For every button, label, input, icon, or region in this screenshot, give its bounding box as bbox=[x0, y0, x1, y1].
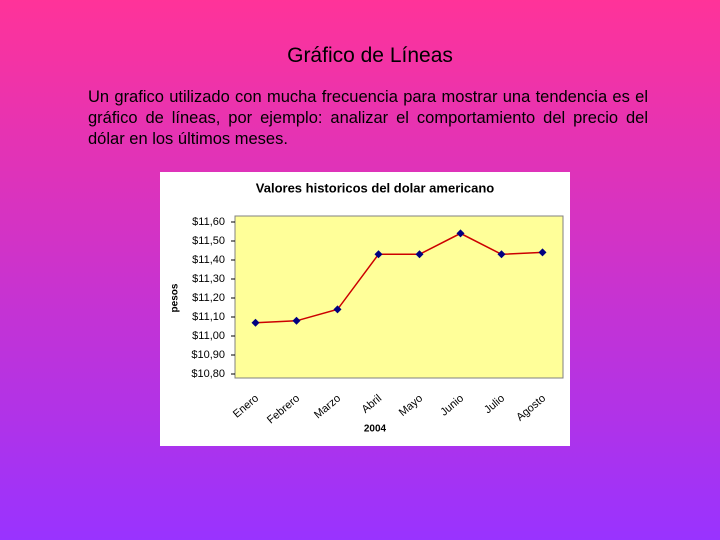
x-axis-title: 2004 bbox=[364, 424, 387, 435]
plot-area bbox=[234, 215, 564, 379]
y-tick-label: $11,40 bbox=[192, 254, 225, 266]
marker bbox=[292, 316, 301, 325]
marker bbox=[497, 250, 506, 259]
y-tick-label: $11,30 bbox=[192, 273, 225, 285]
y-tick-label: $10,90 bbox=[191, 349, 225, 361]
y-tick-label: $11,20 bbox=[192, 292, 225, 304]
y-tick-label: $10,80 bbox=[191, 368, 225, 380]
slide-title: Gráfico de Líneas bbox=[287, 44, 453, 67]
y-tick-label: $11,00 bbox=[192, 330, 225, 342]
marker bbox=[415, 250, 424, 259]
line bbox=[255, 232, 543, 324]
marker bbox=[251, 318, 260, 327]
chart-title: Valores historicos del dolar americano bbox=[256, 180, 494, 195]
marker bbox=[456, 229, 465, 238]
chart: Valores historicos del dolar americano 2… bbox=[160, 172, 570, 446]
y-tick-label: $11,50 bbox=[192, 235, 225, 247]
marker bbox=[538, 248, 547, 257]
marker bbox=[374, 250, 383, 259]
y-tick-label: $11,60 bbox=[192, 216, 225, 228]
paragraph: Un grafico utilizado con mucha frecuenci… bbox=[88, 88, 648, 148]
y-axis-title: pesos bbox=[170, 283, 181, 312]
marker bbox=[333, 305, 342, 314]
y-tick-label: $11,10 bbox=[192, 311, 225, 323]
